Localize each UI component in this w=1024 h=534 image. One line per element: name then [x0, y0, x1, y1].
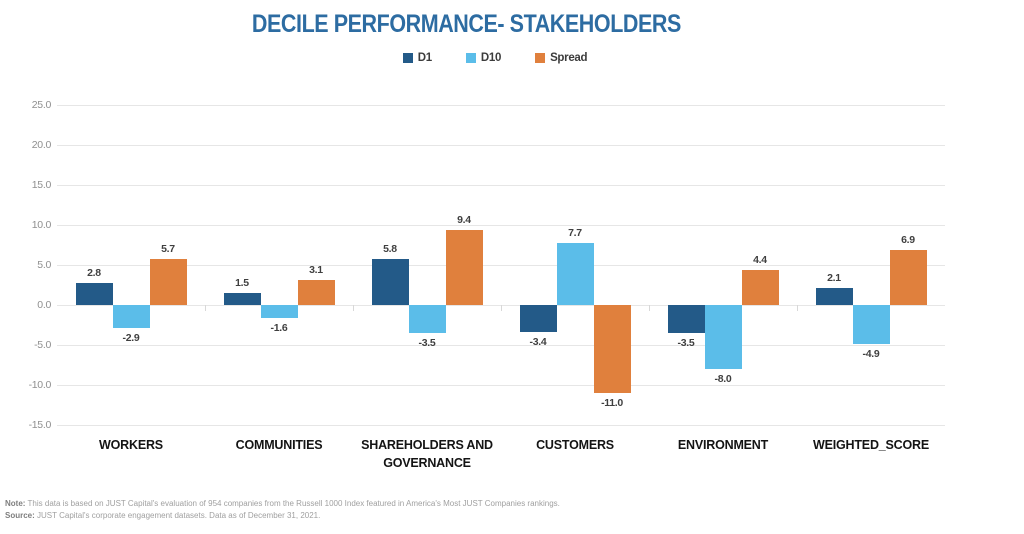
plot-area: 2.8 -2.9 5.7 WORKERS 1.5 -1.6 3.1 COMMUNITIES 5.…	[57, 105, 945, 470]
legend-item-d10: D10	[465, 52, 502, 64]
bar-spread-0	[149, 259, 187, 305]
bar-value-label: 5.8	[383, 242, 397, 255]
bar-value-label: -11.0	[601, 397, 623, 409]
source-text: JUST Capital's corporate engagement data…	[34, 511, 321, 520]
axis-boundary-tick	[796, 305, 798, 311]
gridline	[57, 225, 945, 226]
y-axis-tick-label: 0.0	[37, 299, 51, 311]
y-axis-tick-label: 5.0	[37, 259, 51, 271]
legend-label: D1	[417, 52, 432, 64]
bar-value-label: -3.4	[529, 336, 547, 349]
y-axis-tick-label: 10.0	[31, 219, 52, 231]
bar-value-label: 4.4	[753, 253, 767, 266]
axis-boundary-tick	[500, 305, 502, 311]
bar-value-label: -1.6	[270, 321, 288, 334]
bar-d1-2	[371, 258, 409, 305]
bar-d10-1	[260, 305, 298, 318]
category-label: SHAREHOLDERS AND GOVERNANCE	[361, 438, 493, 471]
gridline	[57, 345, 945, 346]
bar-d10-2	[408, 305, 446, 333]
legend-swatch-icon	[402, 53, 413, 63]
bar-value-label: -2.9	[122, 332, 140, 345]
category-label: CUSTOMERS	[536, 438, 614, 452]
y-axis-tick-label: 15.0	[31, 179, 52, 191]
bar-d1-0	[75, 282, 113, 305]
legend-label: Spread	[550, 52, 588, 64]
bar-value-label: 9.4	[457, 213, 471, 226]
footnote: Note: This data is based on JUST Capital…	[5, 498, 1005, 522]
note-label: Note:	[5, 499, 26, 508]
bar-d1-5	[815, 288, 853, 305]
bar-spread-1	[297, 280, 335, 305]
source-line: Source: JUST Capital's corporate engagem…	[5, 510, 1005, 522]
bar-spread-4	[741, 269, 779, 305]
bar-d10-5	[852, 305, 890, 345]
gridline	[57, 145, 945, 146]
bar-value-label: 1.5	[235, 277, 249, 289]
legend-swatch-icon	[535, 53, 546, 63]
gridline	[57, 265, 945, 266]
legend-label: D10	[480, 52, 502, 64]
bar-d10-0	[112, 305, 150, 329]
bar-value-label: -3.5	[418, 337, 436, 349]
bar-value-label: 6.9	[901, 233, 915, 246]
bar-spread-3	[593, 305, 631, 393]
bar-value-label: -4.9	[862, 348, 880, 361]
axis-boundary-tick	[352, 305, 354, 311]
category-label: WORKERS	[99, 438, 163, 452]
bar-value-label: 2.8	[87, 266, 101, 279]
y-axis-tick-label: -15.0	[28, 419, 52, 431]
bar-value-label: -8.0	[714, 373, 732, 385]
bar-value-label: 7.7	[568, 227, 582, 240]
gridline	[57, 425, 945, 426]
chart-title: DECILE PERFORMANCE- STAKEHOLDERS	[251, 10, 681, 38]
bar-d1-1	[223, 293, 261, 305]
legend-item-spread: Spread	[535, 52, 588, 64]
bar-d1-3	[519, 305, 557, 333]
bar-spread-5	[889, 249, 927, 305]
bar-d10-3	[556, 243, 594, 305]
category-label: ENVIRONMENT	[677, 438, 769, 452]
bar-value-label: 3.1	[309, 264, 323, 277]
source-label: Source:	[5, 511, 35, 520]
legend-item-d1: D1	[402, 52, 432, 64]
bar-value-label: 5.7	[161, 243, 175, 256]
legend-swatch-icon	[465, 53, 476, 63]
bar-spread-2	[445, 229, 483, 305]
note-text: This data is based on JUST Capital's eva…	[25, 499, 560, 508]
y-axis-tick-label: -5.0	[34, 339, 51, 351]
y-axis-tick-label: 20.0	[31, 139, 52, 151]
category-label: WEIGHTED_SCORE	[813, 438, 929, 452]
bar-value-label: -3.5	[677, 337, 695, 349]
legend: D1 D10 Spread	[0, 52, 990, 64]
gridline	[57, 105, 945, 106]
category-label: COMMUNITIES	[235, 438, 323, 452]
y-axis-tick-label: 25.0	[31, 99, 52, 111]
gridline	[57, 385, 945, 386]
y-axis-tick-label: -10.0	[28, 379, 52, 391]
gridline	[57, 185, 945, 186]
chart-header: DECILE PERFORMANCE- STAKEHOLDERS	[0, 10, 932, 39]
bar-value-label: 2.1	[827, 272, 841, 285]
axis-boundary-tick	[648, 305, 650, 311]
bar-d10-4	[704, 305, 742, 369]
bar-d1-4	[667, 305, 705, 333]
axis-boundary-tick	[204, 305, 206, 311]
note-line: Note: This data is based on JUST Capital…	[5, 498, 1005, 510]
